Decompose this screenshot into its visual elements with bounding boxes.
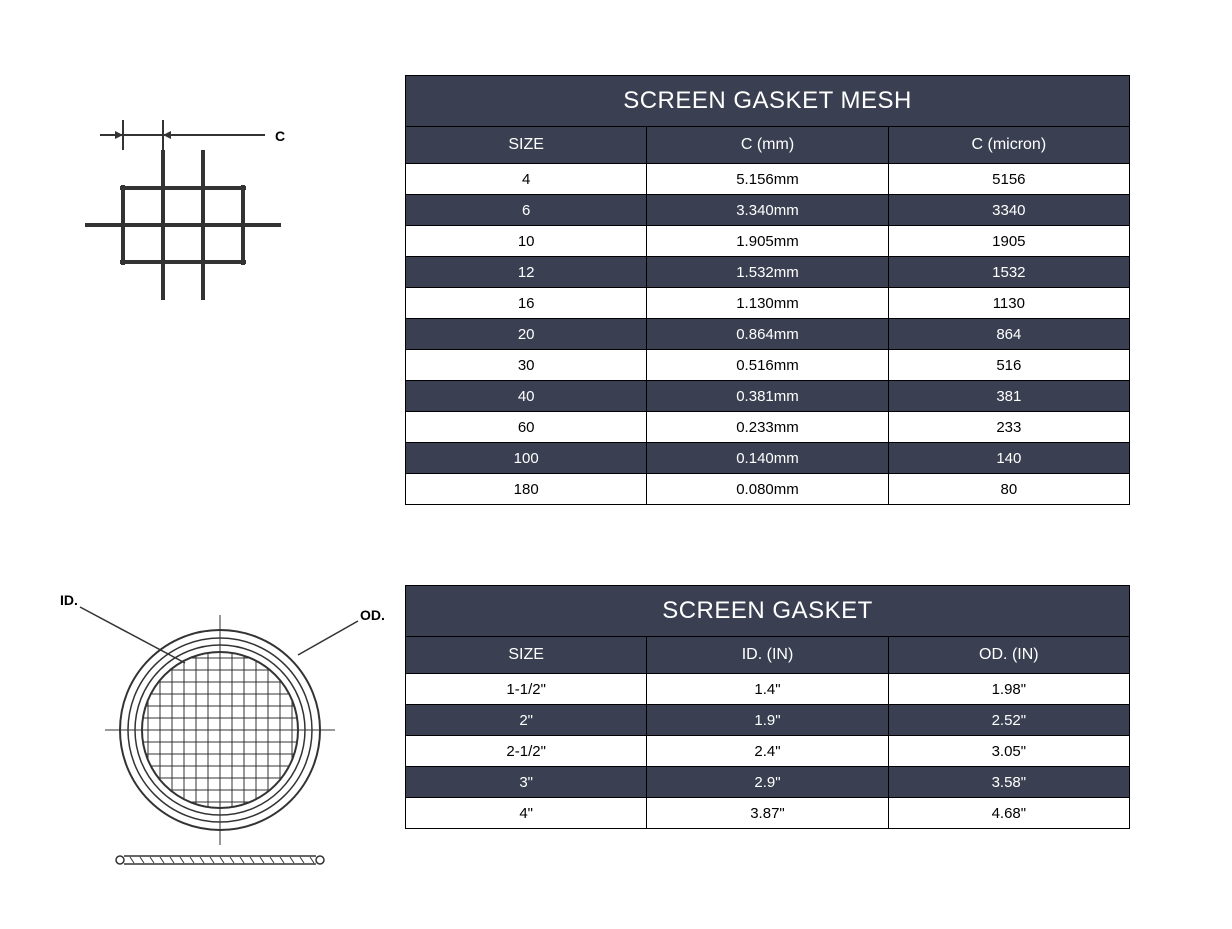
table-cell: 1532 <box>888 257 1129 288</box>
table-cell: 0.864mm <box>647 319 888 350</box>
table-cell: 60 <box>406 412 647 443</box>
table-cell: 1-1/2" <box>406 674 647 705</box>
gasket-table-container: SCREEN GASKET SIZE ID. (IN) OD. (IN) 1-1… <box>405 585 1130 829</box>
table-cell: 0.140mm <box>647 443 888 474</box>
table-cell: 3340 <box>888 195 1129 226</box>
table-cell: 180 <box>406 474 647 505</box>
table-cell: 4 <box>406 164 647 195</box>
table-cell: 0.516mm <box>647 350 888 381</box>
gasket-svg: ID. OD. <box>60 585 400 875</box>
table-cell: 20 <box>406 319 647 350</box>
table-cell: 3.340mm <box>647 195 888 226</box>
table-row: 161.130mm1130 <box>406 288 1130 319</box>
gasket-table-body: 1-1/2"1.4"1.98"2"1.9"2.52"2-1/2"2.4"3.05… <box>406 674 1130 829</box>
gasket-col-size: SIZE <box>406 637 647 674</box>
table-cell: 12 <box>406 257 647 288</box>
mesh-diagram: C <box>60 75 405 310</box>
table-cell: 864 <box>888 319 1129 350</box>
table-cell: 2.4" <box>647 736 888 767</box>
table-row: 2-1/2"2.4"3.05" <box>406 736 1130 767</box>
gasket-col-od: OD. (IN) <box>888 637 1129 674</box>
table-cell: 1.98" <box>888 674 1129 705</box>
table-cell: 6 <box>406 195 647 226</box>
table-cell: 100 <box>406 443 647 474</box>
table-row: 400.381mm381 <box>406 381 1130 412</box>
mesh-table-header: SIZE C (mm) C (micron) <box>406 127 1130 164</box>
table-cell: 0.233mm <box>647 412 888 443</box>
table-cell: 1130 <box>888 288 1129 319</box>
table-cell: 3.05" <box>888 736 1129 767</box>
table-row: 1800.080mm80 <box>406 474 1130 505</box>
table-row: 2"1.9"2.52" <box>406 705 1130 736</box>
table-cell: 1905 <box>888 226 1129 257</box>
table-cell: 3" <box>406 767 647 798</box>
mesh-col-size: SIZE <box>406 127 647 164</box>
table-cell: 381 <box>888 381 1129 412</box>
table-cell: 40 <box>406 381 647 412</box>
table-cell: 233 <box>888 412 1129 443</box>
table-row: 121.532mm1532 <box>406 257 1130 288</box>
table-cell: 1.9" <box>647 705 888 736</box>
table-cell: 4.68" <box>888 798 1129 829</box>
table-row: 1-1/2"1.4"1.98" <box>406 674 1130 705</box>
table-cell: 0.381mm <box>647 381 888 412</box>
gasket-table-title: SCREEN GASKET <box>406 586 1130 637</box>
table-row: 63.340mm3340 <box>406 195 1130 226</box>
table-cell: 1.905mm <box>647 226 888 257</box>
mesh-c-label: C <box>275 128 285 144</box>
gasket-table: SCREEN GASKET SIZE ID. (IN) OD. (IN) 1-1… <box>405 585 1130 829</box>
table-row: 101.905mm1905 <box>406 226 1130 257</box>
table-cell: 2.9" <box>647 767 888 798</box>
gasket-od-label: OD. <box>360 607 385 623</box>
mesh-table: SCREEN GASKET MESH SIZE C (mm) C (micron… <box>405 75 1130 505</box>
table-cell: 516 <box>888 350 1129 381</box>
table-cell: 2-1/2" <box>406 736 647 767</box>
table-row: 3"2.9"3.58" <box>406 767 1130 798</box>
table-cell: 10 <box>406 226 647 257</box>
table-cell: 4" <box>406 798 647 829</box>
mesh-table-title: SCREEN GASKET MESH <box>406 76 1130 127</box>
gasket-col-id: ID. (IN) <box>647 637 888 674</box>
mesh-col-cmicron: C (micron) <box>888 127 1129 164</box>
mesh-table-body: 45.156mm515663.340mm3340101.905mm1905121… <box>406 164 1130 505</box>
table-cell: 80 <box>888 474 1129 505</box>
table-cell: 5156 <box>888 164 1129 195</box>
table-cell: 1.130mm <box>647 288 888 319</box>
table-cell: 5.156mm <box>647 164 888 195</box>
mesh-section: C SC <box>60 75 1130 505</box>
gasket-table-header: SIZE ID. (IN) OD. (IN) <box>406 637 1130 674</box>
mesh-col-cmm: C (mm) <box>647 127 888 164</box>
table-cell: 1.4" <box>647 674 888 705</box>
mesh-table-container: SCREEN GASKET MESH SIZE C (mm) C (micron… <box>405 75 1130 505</box>
table-cell: 140 <box>888 443 1129 474</box>
table-cell: 2.52" <box>888 705 1129 736</box>
table-row: 4"3.87"4.68" <box>406 798 1130 829</box>
table-cell: 2" <box>406 705 647 736</box>
table-cell: 3.87" <box>647 798 888 829</box>
gasket-id-label: ID. <box>60 592 78 608</box>
table-row: 600.233mm233 <box>406 412 1130 443</box>
table-cell: 16 <box>406 288 647 319</box>
table-cell: 3.58" <box>888 767 1129 798</box>
table-row: 45.156mm5156 <box>406 164 1130 195</box>
gasket-section: ID. OD. <box>60 585 1130 880</box>
gasket-diagram: ID. OD. <box>60 585 405 880</box>
mesh-svg: C <box>60 75 320 305</box>
table-cell: 30 <box>406 350 647 381</box>
table-row: 300.516mm516 <box>406 350 1130 381</box>
table-cell: 0.080mm <box>647 474 888 505</box>
table-row: 200.864mm864 <box>406 319 1130 350</box>
table-row: 1000.140mm140 <box>406 443 1130 474</box>
table-cell: 1.532mm <box>647 257 888 288</box>
